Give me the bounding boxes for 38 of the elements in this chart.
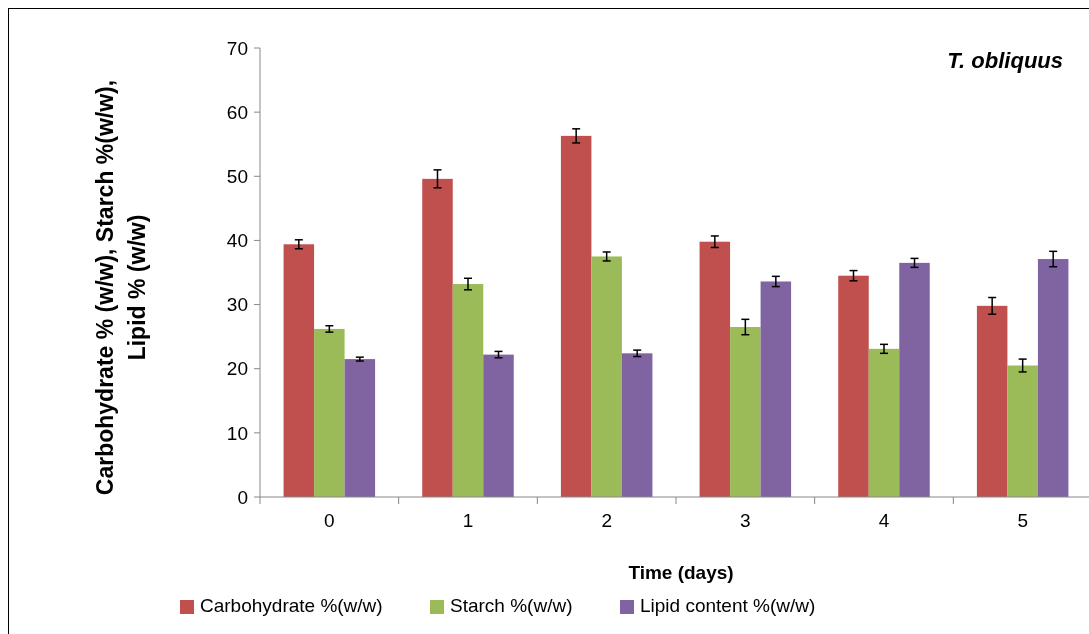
bar xyxy=(283,244,315,497)
x-axis-title: Time (days) xyxy=(628,562,734,583)
bar xyxy=(1037,259,1069,497)
legend-label: Lipid content %(w/w) xyxy=(640,595,816,616)
chart-title: T. obliquus xyxy=(947,48,1063,73)
legend-label: Starch %(w/w) xyxy=(450,595,573,616)
y-axis-title: Carbohydrate % (w/w), Starch %(w/w), Lipid % (w/w) xyxy=(92,79,150,496)
bar xyxy=(344,359,376,497)
bar xyxy=(760,281,792,497)
bar xyxy=(621,353,653,497)
bar xyxy=(483,354,514,497)
x-tick-label: 5 xyxy=(1017,510,1028,531)
x-tick-label: 0 xyxy=(324,510,335,531)
x-tick-label: 3 xyxy=(740,510,751,531)
bar xyxy=(699,241,731,497)
y-tick-label: 60 xyxy=(226,101,248,123)
bar xyxy=(868,348,900,497)
bar xyxy=(452,284,484,497)
y-tick-label: 20 xyxy=(226,358,248,380)
bar xyxy=(899,262,930,497)
bar xyxy=(976,305,1008,497)
bar xyxy=(591,256,622,497)
y-tick-label: 50 xyxy=(226,165,248,187)
x-tick-label: 4 xyxy=(878,510,890,531)
bar xyxy=(314,328,345,497)
y-tick-label: 40 xyxy=(226,230,248,252)
legend-label: Carbohydrate %(w/w) xyxy=(200,595,383,616)
x-tick-label: 2 xyxy=(601,510,612,531)
y-tick-label: 0 xyxy=(237,486,248,508)
bar xyxy=(838,275,869,497)
y-tick-label: 30 xyxy=(226,294,248,316)
x-tick-label: 1 xyxy=(462,510,474,531)
bar xyxy=(1007,365,1038,497)
y-tick-label: 70 xyxy=(226,37,248,59)
bar xyxy=(560,135,592,497)
y-tick-label: 10 xyxy=(226,422,248,444)
bar xyxy=(422,178,453,497)
bar xyxy=(730,327,761,497)
